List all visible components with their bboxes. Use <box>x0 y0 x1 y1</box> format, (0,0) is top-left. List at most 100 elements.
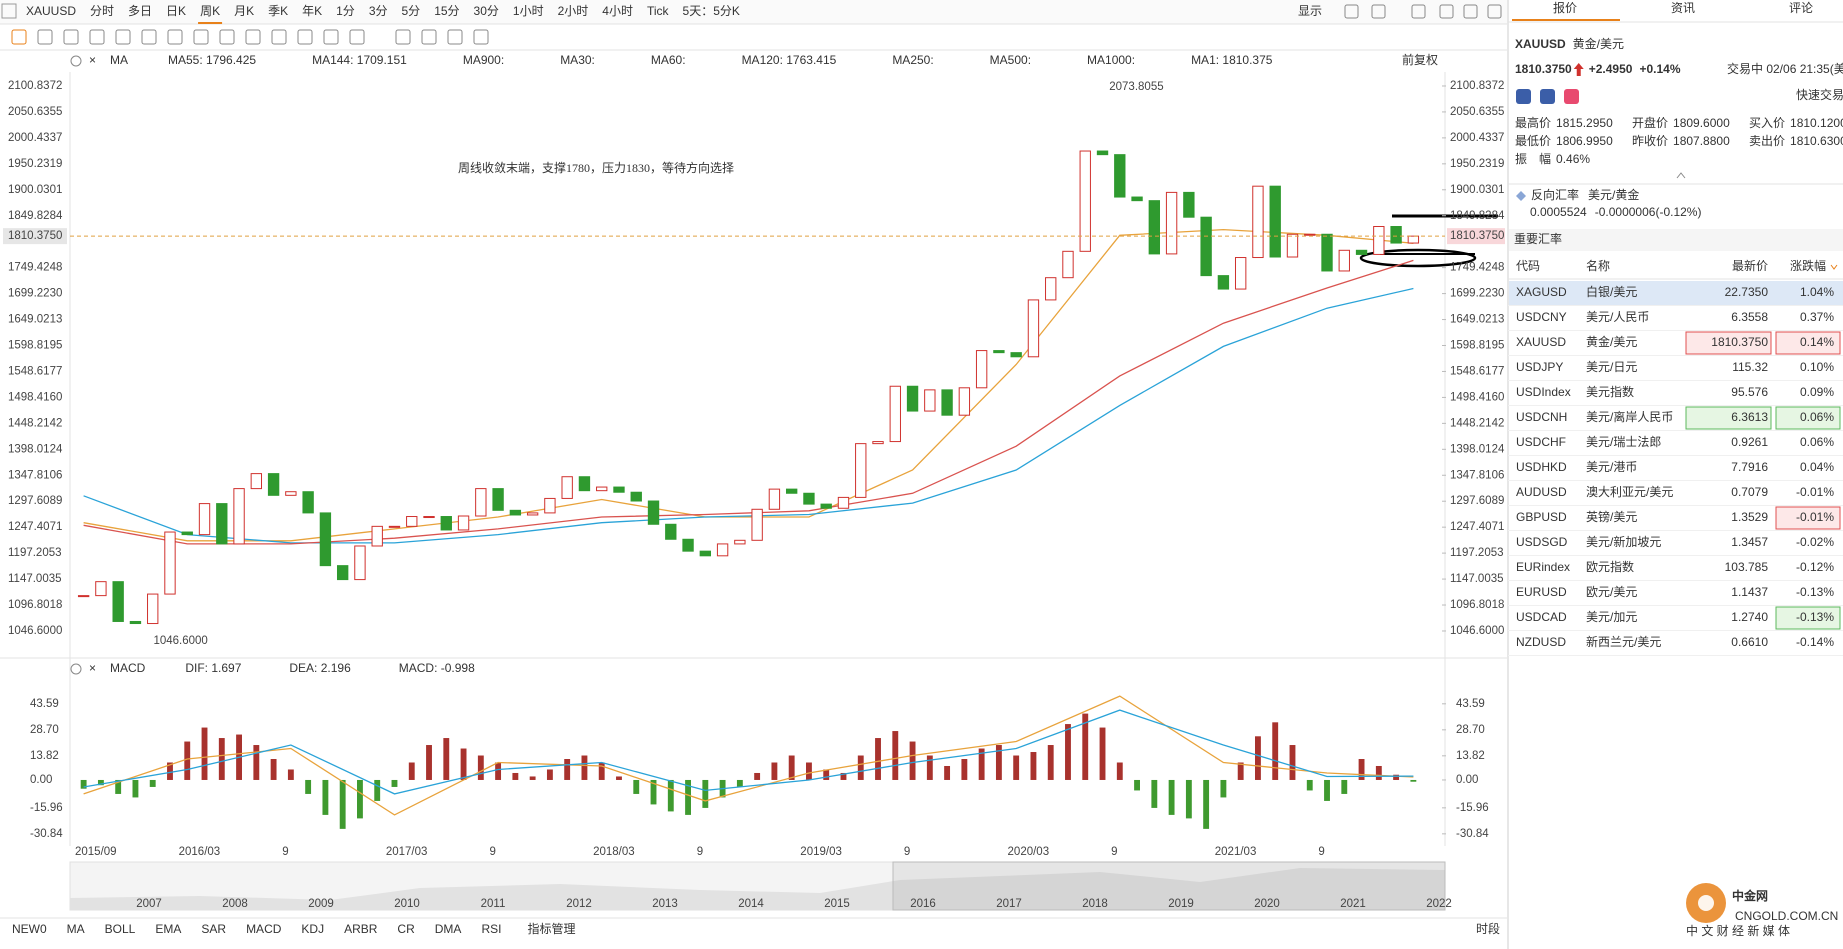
macd-bar <box>633 779 640 794</box>
draw-tool-icon[interactable] <box>37 29 53 45</box>
period-tab[interactable]: 月K <box>234 4 254 18</box>
draw-tool-icon[interactable] <box>89 29 105 45</box>
tool-icon[interactable] <box>1463 4 1478 19</box>
draw-tool-icon[interactable] <box>271 29 287 45</box>
row-code[interactable]: USDHKD <box>1516 460 1567 474</box>
panel-tab[interactable]: 评论 <box>1789 1 1813 15</box>
period-tab[interactable]: 2小时 <box>558 4 589 18</box>
legend-entry: DIF: 1.697 <box>185 661 241 675</box>
row-code[interactable]: EURindex <box>1516 560 1570 574</box>
period-tab[interactable]: 季K <box>268 4 288 18</box>
reverse-pair[interactable]: 美元/黄金 <box>1588 187 1639 202</box>
period-tab[interactable]: 日K <box>166 4 186 18</box>
column-header[interactable]: 名称 <box>1586 258 1610 273</box>
draw-tool-icon[interactable] <box>115 29 131 45</box>
row-code[interactable]: USDCNH <box>1516 410 1567 424</box>
row-code[interactable]: XAGUSD <box>1516 285 1567 299</box>
indicator-tab[interactable]: MA <box>67 922 85 936</box>
macd-bar <box>512 772 519 780</box>
draw-tool-icon[interactable] <box>245 29 261 45</box>
period-tab[interactable]: 3分 <box>369 4 388 18</box>
draw-tool-icon[interactable] <box>141 29 157 45</box>
row-code[interactable]: AUDUSD <box>1516 485 1567 499</box>
settings-icon[interactable] <box>70 663 82 675</box>
column-header[interactable]: 涨跌幅 <box>1790 258 1826 273</box>
year-label: 2016 <box>910 898 936 910</box>
tool-icon[interactable] <box>1487 4 1502 19</box>
draw-tool-icon[interactable] <box>447 29 463 45</box>
row-code[interactable]: USDIndex <box>1516 385 1571 399</box>
indicator-tab[interactable]: KDJ <box>301 922 324 936</box>
period-tab[interactable]: 30分 <box>474 4 499 18</box>
checkbox-icon[interactable] <box>1 3 17 19</box>
draw-tool-icon[interactable] <box>63 29 79 45</box>
symbol[interactable]: XAUUSD <box>26 4 76 18</box>
indicator-tab[interactable]: RSI <box>481 922 501 936</box>
period-tab[interactable]: 分时 <box>90 4 114 18</box>
row-code[interactable]: USDJPY <box>1516 360 1563 374</box>
period-tab[interactable]: 1小时 <box>513 4 544 18</box>
indicator-tab[interactable]: MACD <box>246 922 282 936</box>
candle <box>630 491 642 502</box>
candle <box>1269 185 1281 258</box>
tool-icon[interactable] <box>1411 4 1426 19</box>
period-tab[interactable]: 多日 <box>128 4 152 18</box>
indicator-tab[interactable]: DMA <box>435 922 462 936</box>
row-name: 美元/港币 <box>1586 460 1637 474</box>
row-code[interactable]: USDSGD <box>1516 535 1568 549</box>
indicator-tab[interactable]: EMA <box>155 922 181 936</box>
macd-bar <box>1341 779 1348 794</box>
period-button[interactable]: 时段 <box>1476 921 1500 936</box>
display-menu[interactable]: 显示 <box>1298 4 1322 18</box>
period-tab[interactable]: 5天：5分K <box>683 4 740 18</box>
indicator-tab[interactable]: NEW0 <box>12 922 47 936</box>
period-tab[interactable]: 15分 <box>434 4 459 18</box>
draw-tool-icon[interactable] <box>395 29 411 45</box>
panel-icon[interactable] <box>1564 89 1579 104</box>
indicator-tab[interactable]: ARBR <box>344 922 378 936</box>
draw-tool-icon[interactable] <box>11 29 27 45</box>
draw-tool-icon[interactable] <box>349 29 365 45</box>
panel-tab[interactable]: 资讯 <box>1671 1 1695 15</box>
row-code[interactable]: EURUSD <box>1516 585 1567 599</box>
indicator-name[interactable]: MACD <box>110 661 146 675</box>
indicator-manage[interactable]: 指标管理 <box>527 921 575 936</box>
column-header[interactable]: 最新价 <box>1732 258 1768 273</box>
draw-tool-icon[interactable] <box>297 29 313 45</box>
adjust-label[interactable]: 前复权 <box>1402 52 1438 67</box>
row-code[interactable]: USDCHF <box>1516 435 1566 449</box>
draw-tool-icon[interactable] <box>193 29 209 45</box>
indicator-tab[interactable]: SAR <box>201 922 226 936</box>
draw-tool-icon[interactable] <box>323 29 339 45</box>
period-tab[interactable]: Tick <box>647 4 670 18</box>
period-tab[interactable]: 1分 <box>336 4 355 18</box>
draw-tool-icon[interactable] <box>167 29 183 45</box>
period-tab[interactable]: 5分 <box>402 4 421 18</box>
x-tick-label: 9 <box>1111 846 1117 858</box>
tool-icon[interactable] <box>1371 4 1386 19</box>
indicator-tab[interactable]: CR <box>397 922 415 936</box>
quick-trade[interactable]: 快速交易 <box>1796 87 1843 102</box>
period-tab[interactable]: 周K <box>200 4 220 18</box>
navigator-window[interactable] <box>892 861 1446 911</box>
panel-icon[interactable] <box>1516 89 1531 104</box>
row-code[interactable]: NZDUSD <box>1516 635 1566 649</box>
row-code[interactable]: USDCNY <box>1516 310 1567 324</box>
tool-icon[interactable] <box>1344 4 1359 19</box>
column-header[interactable]: 代码 <box>1516 259 1540 273</box>
indicator-tab[interactable]: BOLL <box>105 922 136 936</box>
row-code[interactable]: USDCAD <box>1516 610 1567 624</box>
draw-tool-icon[interactable] <box>219 29 235 45</box>
draw-tool-icon[interactable] <box>421 29 437 45</box>
row-code[interactable]: GBPUSD <box>1516 510 1567 524</box>
drawn-ellipse[interactable] <box>1359 248 1477 268</box>
period-tab[interactable]: 4小时 <box>602 4 633 18</box>
tool-icon[interactable] <box>1439 4 1454 19</box>
panel-tab[interactable]: 报价 <box>1553 0 1577 15</box>
period-tab[interactable]: 年K <box>302 4 322 18</box>
row-code[interactable]: XAUUSD <box>1516 335 1566 349</box>
indicator-name[interactable]: MA <box>110 53 128 67</box>
settings-icon[interactable] <box>70 55 82 67</box>
draw-tool-icon[interactable] <box>473 29 489 45</box>
panel-icon[interactable] <box>1540 89 1555 104</box>
